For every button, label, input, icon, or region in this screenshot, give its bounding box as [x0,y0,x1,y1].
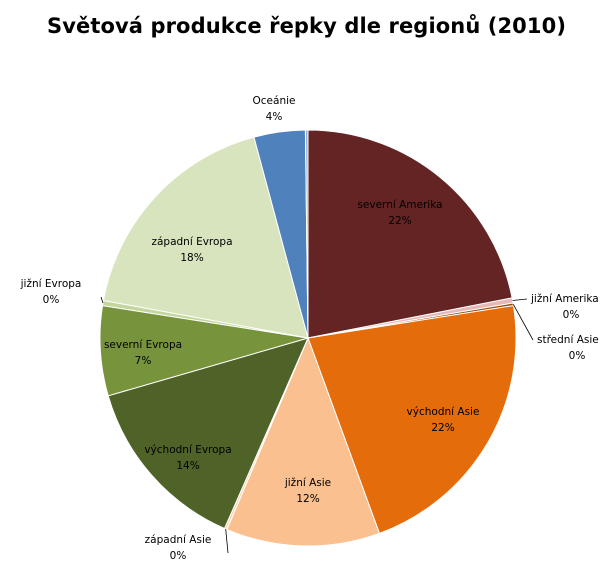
pie-slice-zapadni-evropa [102,136,309,339]
slice-percent: 14% [176,460,199,472]
slice-percent: 22% [431,422,454,434]
slice-percent: 18% [180,252,203,264]
slice-name: jižní Amerika [530,293,599,305]
slice-percent: 12% [296,493,319,505]
slice-percent: 7% [135,355,152,367]
slice-label-vychodni-asie: východní Asie 22% [407,406,480,434]
slice-name: západní Asie [145,534,212,546]
leader-line-stredni-asie [512,304,534,341]
slice-label-jizni-amerika: jižní Amerika 0% [530,293,599,321]
slice-percent: 0% [43,294,60,306]
slice-name: jižní Asie [284,477,331,489]
slice-name: střední Asie [537,334,599,346]
slice-label-jizni-evropa: jižní Evropa 0% [20,278,82,306]
slice-name: jižní Evropa [20,278,82,290]
slice-name: východní Asie [407,406,480,418]
leader-line-zapadni-asie [225,528,229,554]
slice-percent: 0% [569,350,586,362]
slice-name: severní Amerika [357,199,442,211]
slice-percent: 22% [388,215,411,227]
slice-label-zapadni-evropa: západní Evropa 18% [151,236,232,264]
slice-label-oceanie: Oceánie 4% [253,95,296,123]
slice-percent: 0% [170,550,187,562]
slice-label-zapadni-asie: západní Asie 0% [145,534,212,562]
pie-slice-vychodni-evropa [107,337,309,530]
pie-slice-vychodni-asie [307,305,517,535]
leader-line-jizni-evropa [100,296,104,304]
pie-slices [99,129,517,547]
slice-label-severni-evropa: severní Evropa 7% [104,339,182,367]
slice-name: východní Evropa [144,444,231,456]
chart-title: Světová produkce řepky dle regionů (2010… [46,14,567,38]
slice-percent: 4% [266,111,283,123]
leader-lines [100,296,534,554]
slice-label-vychodni-evropa: východní Evropa 14% [144,444,231,472]
leader-line-jizni-amerika [512,298,528,301]
pie-labels: severní Amerika 22%jižní Amerika 0%střední… [20,95,599,562]
slice-percent: 0% [563,309,580,321]
slice-name: západní Evropa [151,236,232,248]
slice-label-severni-amerika: severní Amerika 22% [357,199,442,227]
slice-name: Oceánie [253,95,296,107]
pie-slice-11 [304,129,309,339]
pie-slice-severni-amerika [307,129,513,339]
pie-slice-jizni-asie [226,336,381,547]
slice-label-stredni-asie: střední Asie 0% [537,334,599,362]
slice-label-jizni-asie: jižní Asie 12% [284,477,331,505]
slice-name: severní Evropa [104,339,182,351]
